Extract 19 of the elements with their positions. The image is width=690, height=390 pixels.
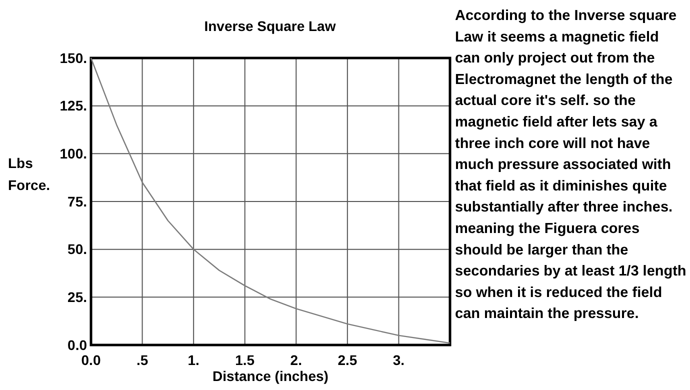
- y-tick-label: 100.: [60, 146, 87, 162]
- x-tick-label: .5: [136, 352, 148, 368]
- y-tick-label: 0.0: [68, 336, 88, 353]
- y-axis-title: Lbs Force.: [8, 155, 50, 193]
- x-tick-label: 0.0: [81, 352, 101, 368]
- x-tick-label: 1.: [188, 352, 200, 368]
- x-tick-label: 2.: [290, 352, 302, 368]
- x-tick-label: 2.5: [338, 352, 358, 368]
- x-tick-label: 1.5: [235, 352, 255, 368]
- y-tick-label: 25.: [68, 289, 87, 306]
- y-tick-label: 75.: [68, 193, 87, 210]
- text: According to the Inverse square Law it seems a magnetic field can only project out from the Electromagnet the length of the actual core it's self. so the magnetic field after lets say a three inch core will not have much pressure associated with that field as it diminishes quite substantially after three inches. meaning the Figuera cores should be larger than the secondaries by at least 1/3 length so when it is reduced the field can maintain the pressure.: [455, 8, 686, 322]
- y-tick-label: 125.: [60, 98, 87, 114]
- x-axis-title: Distance (inches): [212, 368, 328, 384]
- y-tick-label: 150.: [60, 50, 87, 66]
- x-tick-label: 3.: [392, 352, 405, 368]
- y-tick-label: 50.: [68, 241, 87, 258]
- line-series: [90, 57, 451, 344]
- chart-title: Inverse Square Law: [204, 18, 336, 34]
